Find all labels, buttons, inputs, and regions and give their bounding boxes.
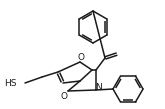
Text: N: N <box>96 83 102 91</box>
Text: HS: HS <box>4 79 17 89</box>
Text: O: O <box>61 91 67 100</box>
Text: O: O <box>78 54 84 62</box>
